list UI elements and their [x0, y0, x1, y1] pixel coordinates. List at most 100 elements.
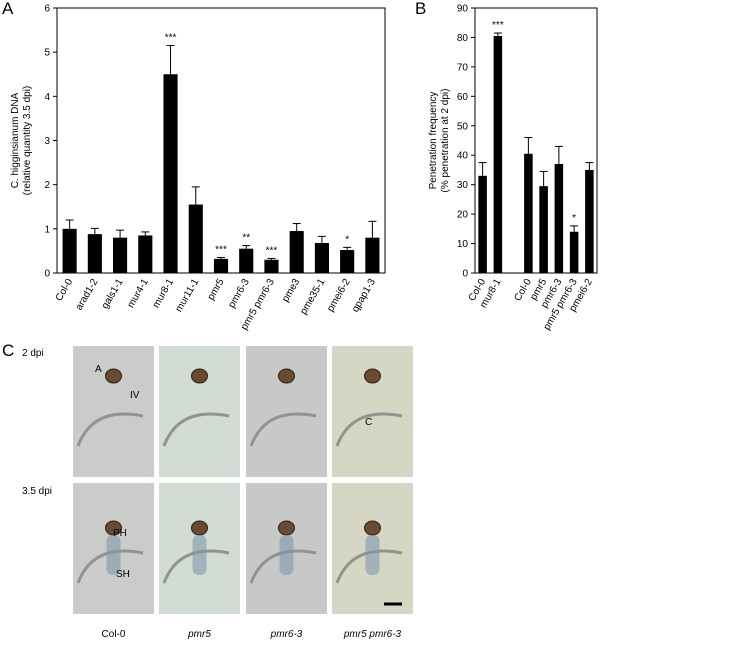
- y-tick-label: 0: [44, 269, 50, 280]
- significance-label: ***: [165, 33, 177, 44]
- x-tick-label: arad1-2: [74, 277, 101, 313]
- micrograph: [73, 346, 154, 477]
- y-tick-label: 20: [457, 210, 469, 221]
- significance-label: ***: [492, 20, 504, 31]
- bar: [188, 204, 203, 273]
- significance-label: **: [242, 233, 250, 244]
- x-tick-label: Col-0: [54, 277, 76, 304]
- appressorium: [191, 520, 208, 536]
- row-label: 3.5 dpi: [22, 486, 52, 497]
- panel-label: A: [2, 0, 14, 18]
- bar: [87, 234, 102, 273]
- bar: [289, 231, 304, 273]
- y-axis-label: C. higginsianum DNA: [10, 92, 21, 188]
- y-tick-label: 0: [462, 269, 468, 280]
- y-tick-label: 40: [457, 151, 469, 162]
- plot-frame: [474, 7, 598, 274]
- x-tick-label: mur4-1: [126, 277, 152, 310]
- cell-wall: [249, 412, 317, 447]
- y-tick-label: 3: [44, 136, 50, 147]
- panel-label: C: [2, 341, 14, 360]
- appressorium: [278, 368, 295, 384]
- significance-label: *: [572, 213, 576, 224]
- bar: [113, 237, 128, 273]
- hypha: [279, 535, 294, 575]
- cell-wall: [76, 549, 144, 584]
- y-tick-label: 10: [457, 239, 469, 250]
- column-label: pmr5 pmr6-3: [343, 629, 402, 640]
- micrograph-panel: 2 dpi 3.5 dpi Col-0 pmr5 pmr6-3 pmr5 pmr6-3 A I…: [22, 346, 413, 640]
- row-label: 2 dpi: [22, 348, 44, 359]
- bar: [138, 235, 153, 273]
- bar: [569, 231, 579, 273]
- significance-label: *: [345, 234, 349, 245]
- image-annotation: IV: [130, 390, 140, 401]
- x-tick-label: pme35-1: [298, 277, 327, 317]
- y-tick-label: 4: [44, 92, 50, 103]
- bar: [493, 35, 503, 273]
- bar: [524, 153, 533, 273]
- x-tick-label: gals1-1: [100, 277, 126, 311]
- cell-wall: [162, 549, 230, 584]
- micrograph: [159, 346, 240, 477]
- bar: [239, 248, 254, 273]
- significance-label: ***: [266, 245, 278, 256]
- column-label: pmr5: [187, 629, 211, 640]
- appressorium: [278, 520, 295, 536]
- panel-label: B: [415, 0, 426, 18]
- y-tick-label: 5: [44, 48, 50, 59]
- appressorium: [364, 368, 381, 384]
- bar: [264, 259, 279, 273]
- image-annotation: A: [95, 364, 102, 375]
- appressorium: [364, 520, 381, 536]
- column-label: Col-0: [102, 629, 126, 640]
- image-annotation: C: [365, 417, 372, 428]
- appressorium: [191, 368, 208, 384]
- x-tick-label: mur11-1: [174, 277, 202, 314]
- x-tick-label: pmr5: [206, 277, 227, 303]
- bar: [539, 186, 548, 273]
- x-tick-label: pmei6-2: [325, 277, 353, 314]
- hypha: [365, 535, 380, 575]
- micrograph: [332, 346, 413, 477]
- image-annotation: SH: [116, 569, 130, 580]
- image-annotation: PH: [113, 528, 127, 539]
- bar: [554, 164, 564, 273]
- bar: [163, 74, 178, 273]
- y-axis-label: Penetration frequency: [428, 92, 439, 190]
- significance-label: ***: [215, 245, 227, 256]
- y-tick-label: 70: [457, 62, 469, 73]
- cell-wall: [335, 549, 403, 584]
- bar: [585, 169, 594, 273]
- column-label: pmr6-3: [270, 629, 303, 640]
- y-tick-label: 6: [44, 4, 50, 15]
- bar: [213, 258, 229, 273]
- bar: [340, 250, 355, 273]
- micrograph: [246, 346, 327, 477]
- hypha: [106, 535, 121, 575]
- bar: [478, 175, 487, 273]
- hypha: [192, 535, 207, 575]
- y-tick-label: 2: [44, 180, 50, 191]
- cell-wall: [249, 549, 317, 584]
- bar: [365, 237, 380, 273]
- x-tick-label: pmr6-3: [226, 277, 252, 310]
- y-tick-label: 50: [457, 121, 469, 132]
- y-axis-label: (relative quantity 3.5 dpi): [22, 86, 33, 196]
- y-tick-label: 60: [457, 92, 469, 103]
- appressorium: [105, 368, 122, 384]
- x-tick-label: qpap1-3: [350, 277, 378, 315]
- y-tick-label: 1: [44, 224, 50, 235]
- y-axis-label: (% penetration at 2 dpi): [440, 89, 451, 193]
- plot-frame: [56, 7, 386, 274]
- y-tick-label: 30: [457, 180, 469, 191]
- x-tick-label: pme3: [280, 277, 302, 305]
- cell-wall: [335, 412, 403, 447]
- cell-wall: [162, 412, 230, 447]
- y-tick-label: 90: [457, 4, 469, 15]
- bar: [314, 242, 329, 273]
- bar: [62, 228, 77, 273]
- y-tick-label: 80: [457, 33, 469, 44]
- x-tick-label: mur8-1: [151, 277, 177, 310]
